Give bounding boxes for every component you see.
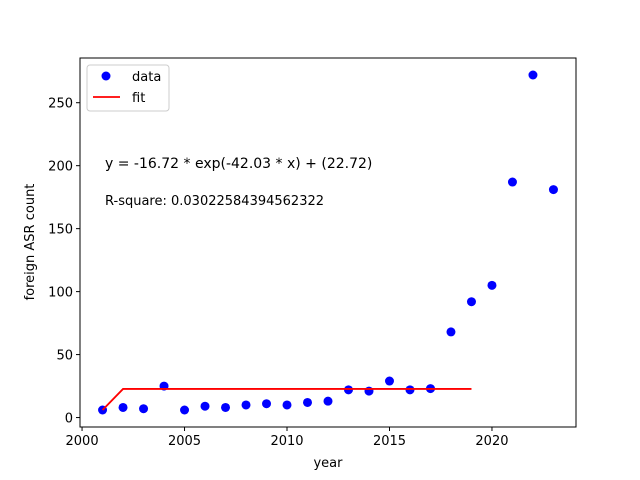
plot-area <box>80 58 576 427</box>
y-tick-label: 150 <box>48 223 73 238</box>
x-tick-label: 2000 <box>66 434 99 449</box>
x-tick-label: 2020 <box>475 434 508 449</box>
data-point <box>466 297 476 307</box>
data-point <box>180 405 190 415</box>
legend-data-label: data <box>132 70 161 85</box>
plot-frame <box>79 57 577 428</box>
data-point <box>405 385 415 395</box>
data-point <box>241 400 251 410</box>
data-point <box>507 177 517 187</box>
data-point <box>303 397 313 407</box>
plot-layer <box>98 70 558 415</box>
data-point <box>446 327 456 337</box>
fit-line <box>101 388 472 411</box>
equation-annotation: y = -16.72 * exp(-42.03 * x) + (22.72) <box>105 156 372 172</box>
data-point <box>384 376 394 386</box>
data-point <box>221 402 231 412</box>
y-tick-label: 200 <box>48 160 73 175</box>
data-point <box>548 185 558 195</box>
legend-fit-label: fit <box>132 91 145 106</box>
data-point <box>323 396 333 406</box>
legend: data fit <box>86 64 170 112</box>
data-point <box>200 401 210 411</box>
y-tick-label: 50 <box>56 349 73 364</box>
axes-layer: 2000 2005 2010 2015 2020 0 50 100 150 200 250 <box>48 97 508 449</box>
y-axis-label: foreign ASR count <box>23 184 38 301</box>
data-point <box>528 70 538 80</box>
data-point <box>282 400 292 410</box>
y-tick-label: 250 <box>48 97 73 112</box>
x-tick-label: 2005 <box>168 434 201 449</box>
data-point <box>343 385 353 395</box>
y-tick-label: 100 <box>48 286 73 301</box>
rsquare-annotation: R-square: 0.03022584394562322 <box>105 194 324 209</box>
x-tick-label: 2010 <box>270 434 303 449</box>
data-point <box>139 404 149 414</box>
legend-data-marker <box>101 71 111 81</box>
y-tick-label: 0 <box>65 412 73 427</box>
x-axis-label: year <box>313 456 343 471</box>
data-point <box>118 402 128 412</box>
data-point <box>364 386 374 396</box>
data-point <box>262 399 272 409</box>
x-tick-label: 2015 <box>373 434 406 449</box>
data-point <box>487 280 497 290</box>
